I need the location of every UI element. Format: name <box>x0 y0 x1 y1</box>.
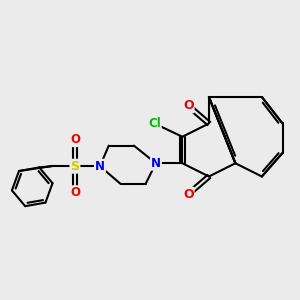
Text: O: O <box>70 133 80 146</box>
Text: N: N <box>95 160 105 173</box>
Text: Cl: Cl <box>148 117 161 130</box>
Text: O: O <box>183 99 194 112</box>
Text: S: S <box>70 160 80 173</box>
Text: N: N <box>151 157 161 170</box>
Text: O: O <box>183 188 194 201</box>
Text: O: O <box>70 186 80 199</box>
